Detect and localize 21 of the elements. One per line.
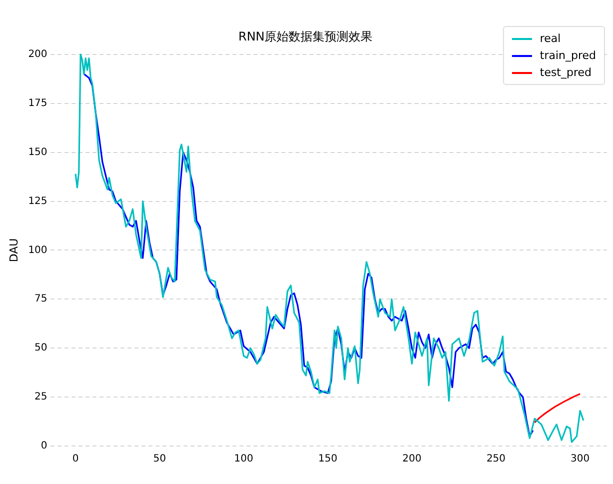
y-tick-label: 100 — [28, 244, 48, 256]
x-tick-label: 150 — [318, 454, 338, 465]
y-tick-label: 150 — [28, 146, 48, 158]
chart-title: RNN原始数据集预测效果 — [238, 29, 373, 44]
legend-label: test_pred — [540, 65, 592, 81]
x-tick-label: 50 — [153, 454, 166, 465]
x-tick-label: 300 — [570, 454, 590, 465]
x-tick-label: 200 — [402, 454, 422, 465]
y-tick-label: 50 — [34, 342, 48, 354]
y-tick-label: 25 — [34, 392, 48, 403]
y-tick-label: 75 — [34, 294, 48, 305]
y-axis-title: DAU — [7, 238, 20, 262]
legend-label: real — [540, 31, 561, 47]
y-tick-label: 125 — [28, 196, 48, 207]
x-tick-label: 100 — [234, 454, 254, 465]
y-tick-label: 200 — [28, 48, 48, 60]
legend-label: train_pred — [540, 48, 596, 64]
x-tick-label: 0 — [72, 454, 79, 465]
y-tick-label: 175 — [28, 98, 48, 109]
y-tick-label: 0 — [40, 440, 48, 452]
x-tick-label: 250 — [486, 454, 506, 465]
